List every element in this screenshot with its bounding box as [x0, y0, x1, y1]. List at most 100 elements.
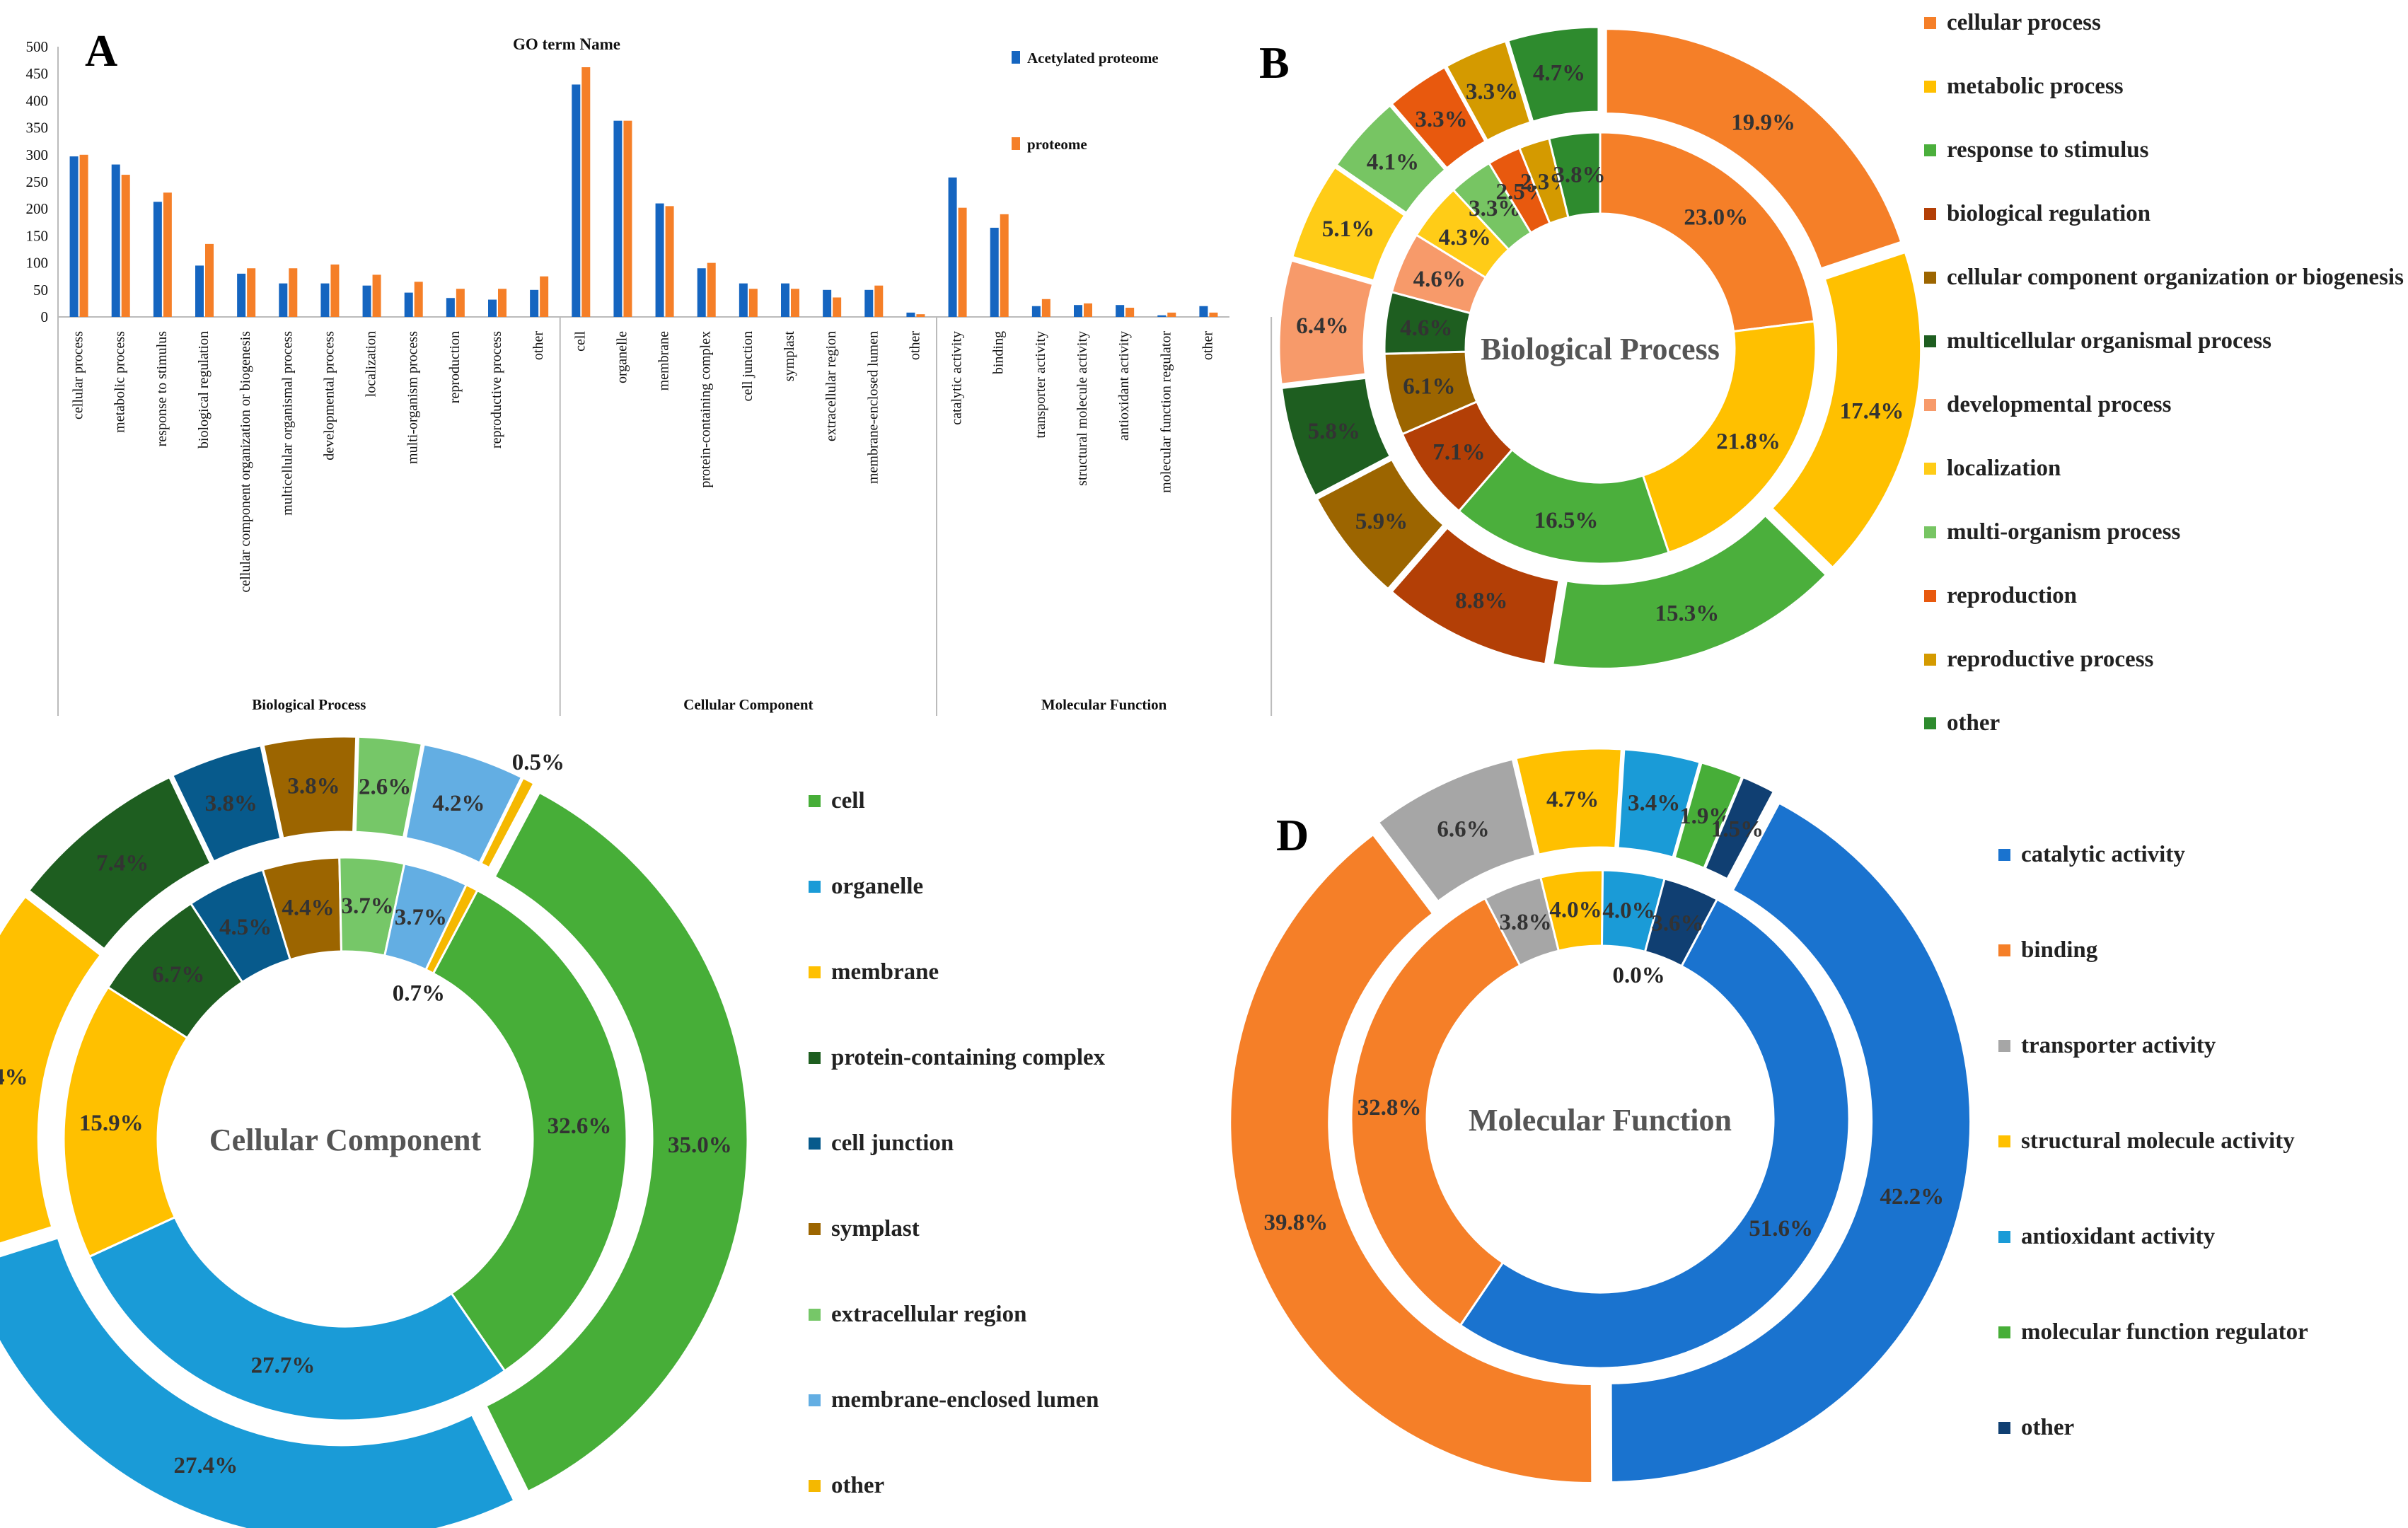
outer-slice-protein-containing-complex — [27, 775, 212, 951]
outer-slice-metabolic-process — [1770, 250, 1923, 569]
bar-acetylated — [1074, 305, 1082, 317]
outer-slice-symplast — [262, 735, 358, 840]
bar-acetylated — [69, 156, 79, 317]
x-category-label: transporter activity — [1033, 331, 1048, 439]
legend-swatch — [1924, 654, 1936, 666]
legend-label: developmental process — [1947, 392, 2172, 417]
legend-label: other — [1947, 710, 2000, 736]
legend-swatch — [809, 1138, 821, 1150]
legend-label: reproduction — [1947, 583, 2077, 608]
bar-proteome — [289, 268, 298, 317]
bar-acetylated — [990, 227, 999, 317]
legend-swatch — [809, 966, 821, 978]
inner-value-label: 51.6% — [1749, 1216, 1813, 1242]
bar-acetylated — [739, 283, 748, 317]
bar-proteome — [874, 285, 884, 317]
x-category-label: symplast — [782, 331, 797, 382]
legend-label: other — [2021, 1415, 2074, 1440]
x-category-label: cellular component organization or bioge… — [238, 331, 253, 593]
legend-label: cellular process — [1947, 10, 2101, 35]
y-tick-label: 450 — [26, 65, 49, 82]
outer-slice-cell — [484, 791, 749, 1493]
inner-value-label: 3.7% — [395, 905, 447, 930]
x-category-label: reproduction — [447, 331, 463, 403]
legend-label: multicellular organismal process — [1947, 328, 2271, 354]
legend-swatch — [1924, 17, 1936, 29]
x-category-label: biological regulation — [196, 331, 212, 448]
bar-acetylated — [320, 283, 330, 317]
legend-swatch — [1998, 1326, 2010, 1338]
bar-acetylated — [655, 203, 664, 317]
panel-letter: D — [1276, 810, 1309, 860]
bar-acetylated — [111, 164, 120, 317]
bar-acetylated — [697, 268, 706, 317]
legend-label: response to stimulus — [1947, 137, 2149, 163]
outer-value-label: 27.4% — [174, 1453, 238, 1478]
inner-slice-metabolic-process — [1641, 320, 1817, 555]
bar-acetylated — [906, 312, 915, 317]
outer-slice-membrane-enclosed-lumen — [404, 743, 523, 864]
legend-swatch — [809, 1223, 821, 1235]
x-category-label: antioxidant activity — [1116, 331, 1132, 441]
bar-acetylated — [1116, 305, 1125, 317]
y-tick-label: 300 — [26, 146, 49, 163]
x-category-label: membrane-enclosed lumen — [865, 331, 881, 484]
legend-label: binding — [2021, 937, 2098, 963]
outer-slice-cellular-component-organization-or-biogenesis — [1315, 458, 1446, 591]
inner-value-label: 6.7% — [152, 962, 204, 988]
bar-proteome — [540, 276, 549, 317]
y-tick-label: 200 — [26, 200, 49, 217]
bar-acetylated — [613, 120, 623, 317]
legend-swatch — [1924, 590, 1936, 602]
outer-value-label: 7.4% — [96, 851, 149, 876]
x-category-label: metabolic process — [112, 331, 128, 433]
inner-value-label: 32.8% — [1358, 1095, 1422, 1121]
x-category-label: protein-containing complex — [698, 331, 714, 488]
legend-label: biological regulation — [1947, 201, 2151, 226]
x-category-label: catalytic activity — [949, 331, 965, 425]
legend-label: membrane — [831, 959, 939, 985]
x-category-label: localization — [364, 331, 379, 397]
legend-label: antioxidant activity — [2021, 1224, 2216, 1249]
outer-slice-binding — [1229, 833, 1594, 1484]
inner-value-label: 4.0% — [1549, 897, 1602, 922]
outer-slice-other — [1703, 775, 1776, 881]
bar-proteome — [833, 297, 842, 317]
inner-value-label: 0.0% — [1613, 963, 1665, 988]
bar-proteome — [581, 67, 591, 318]
center-label: Biological Process — [1481, 332, 1720, 366]
bar-proteome — [498, 289, 507, 317]
bar-proteome — [414, 282, 423, 317]
bar-proteome — [163, 192, 172, 317]
outer-slice-multicellular-organismal-process — [1280, 376, 1392, 497]
bar-proteome — [1041, 299, 1050, 317]
legend-label: cellular component organization or bioge… — [1947, 265, 2404, 290]
inner-value-label: 4.5% — [219, 915, 272, 940]
x-category-label: response to stimulus — [154, 331, 170, 447]
bar-proteome — [1084, 303, 1092, 317]
outer-value-label: 6.4% — [1296, 313, 1348, 339]
outer-value-label: 1.5% — [1711, 817, 1764, 843]
legend-swatch — [1924, 208, 1936, 220]
legend-label-acetylated: Acetylated proteome — [1027, 50, 1159, 66]
bar-acetylated — [948, 177, 957, 317]
legend-swatch — [1924, 463, 1936, 475]
bar-proteome — [1125, 308, 1135, 317]
y-tick-label: 150 — [26, 227, 49, 244]
outer-slice-multi-organism-process — [1335, 103, 1447, 215]
legend-swatch — [809, 1480, 821, 1492]
panel-d-donut-chart: D42.2%39.8%6.6%4.7% 3.4%1.9%1.5%51.6%32.8… — [1229, 747, 2308, 1484]
bar-proteome — [665, 206, 674, 317]
outer-value-label: 4.7% — [1533, 60, 1585, 86]
legend-swatch — [1924, 144, 1936, 156]
legend-label: catalytic activity — [2021, 842, 2185, 867]
bar-proteome — [916, 314, 925, 317]
bar-proteome — [1209, 312, 1218, 317]
inner-value-label: 4.6% — [1413, 267, 1466, 292]
legend-swatch — [1924, 717, 1936, 729]
outer-value-label: 8.8% — [1455, 589, 1507, 614]
inner-value-label: 6.1% — [1403, 374, 1455, 400]
legend-swatch — [809, 1309, 821, 1321]
outer-slice-structural-molecule-activity — [1515, 747, 1623, 856]
inner-slice-organelle — [88, 1215, 507, 1422]
